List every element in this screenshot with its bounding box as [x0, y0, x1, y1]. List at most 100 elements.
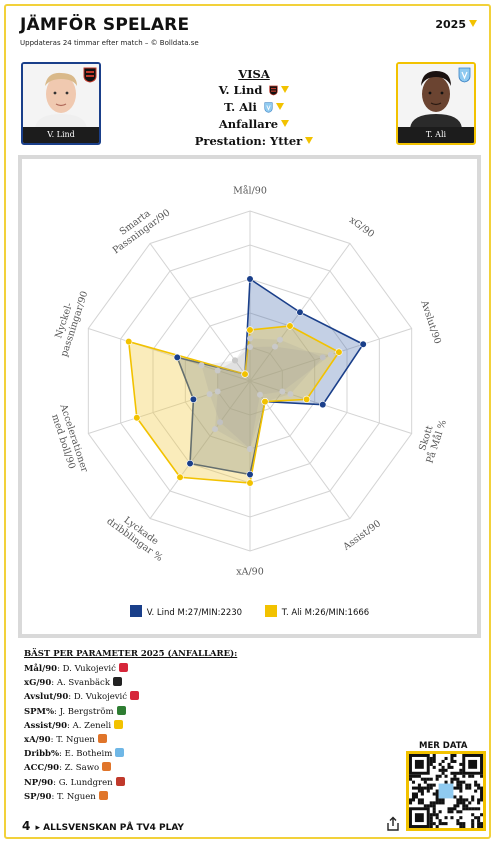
qr-module: [453, 786, 457, 790]
qr-module: [465, 807, 469, 811]
performance-select[interactable]: Prestation: Ytter: [156, 134, 352, 148]
best-player[interactable]: J. Bergström: [59, 706, 114, 717]
qr-module: [429, 786, 433, 790]
qr-module: [417, 786, 421, 790]
axis-label: Nyckel-passningar/90: [48, 286, 90, 358]
series-point-1: [133, 414, 141, 422]
series-point-1: [176, 473, 184, 481]
qr-module: [426, 786, 430, 790]
malmo-crest-icon: [264, 102, 273, 113]
qr-module: [435, 813, 439, 817]
qr-finder: [414, 759, 424, 769]
player-card-left[interactable]: V. Lind: [21, 62, 101, 145]
footer-brand[interactable]: 4 ▸ ALLSVENSKAN PÅ TV4 PLAY: [22, 819, 184, 833]
player1-select[interactable]: V. Lind: [156, 83, 352, 97]
series-point-0: [246, 275, 254, 283]
qr-module: [417, 801, 421, 805]
best-player[interactable]: E. Botheim: [64, 749, 113, 760]
qr-module: [411, 780, 416, 784]
best-player[interactable]: A. Zeneli: [72, 720, 112, 731]
best-heading: BÄST PER PARAMETER 2025 (ANFALLARE):: [24, 649, 238, 659]
inner-point: [256, 391, 263, 398]
position-select[interactable]: Anfallare: [156, 117, 352, 131]
best-player[interactable]: T. Nguen: [57, 791, 96, 802]
qr-module: [459, 798, 463, 802]
qr-module: [471, 822, 475, 826]
qr-module: [441, 771, 445, 775]
qr-module: [459, 762, 463, 766]
qr-module: [444, 768, 448, 772]
qr-module: [426, 804, 430, 808]
axis-label: Avslut/90: [419, 298, 444, 345]
legend-item-ali[interactable]: T. Ali M:26/MIN:1666: [264, 605, 370, 618]
best-row: Mål/90: D. Vukojević: [24, 662, 139, 676]
qr-module: [429, 762, 433, 766]
legend-item-lind[interactable]: V. Lind M:27/MIN:2230: [129, 605, 242, 618]
page-title: JÄMFÖR SPELARE: [20, 15, 190, 35]
series-point-1: [286, 322, 294, 330]
inner-point: [198, 362, 205, 369]
qr-module: [459, 789, 463, 793]
qr-module: [471, 774, 475, 778]
qr-finder: [468, 759, 478, 769]
best-row: NP/90: G. Lundgren: [24, 776, 139, 790]
qr-code[interactable]: [406, 751, 486, 831]
qr-finder: [414, 813, 424, 823]
qr-module: [435, 798, 439, 802]
best-param: xA/90: [24, 734, 51, 745]
qr-module: [429, 756, 433, 761]
best-param: Avslut/90: [24, 692, 69, 703]
qr-module: [414, 792, 418, 796]
qr-module: [447, 762, 451, 766]
best-separator: :: [68, 692, 74, 703]
player-card-right[interactable]: T. Ali: [396, 62, 476, 145]
qr-module: [429, 816, 433, 820]
qr-module: [444, 774, 448, 778]
qr-module: [477, 825, 481, 828]
best-player[interactable]: A. Svanbäck: [56, 678, 110, 689]
best-player[interactable]: G. Lundgren: [58, 777, 113, 788]
qr-module: [453, 754, 457, 758]
player2-select[interactable]: T. Ali: [156, 100, 352, 114]
chevron-down-icon: [305, 137, 314, 144]
qr-module: [444, 780, 448, 784]
more-data-label: MER DATA: [419, 741, 468, 751]
best-player[interactable]: Z. Sawo: [64, 763, 100, 774]
qr-module: [459, 822, 463, 826]
series-point-1: [125, 338, 133, 346]
qr-module: [468, 801, 472, 805]
best-param: SPM%: [24, 706, 55, 717]
qr-module: [438, 810, 442, 814]
chevron-down-icon: [281, 86, 290, 93]
qr-module: [420, 777, 424, 781]
qr-module: [480, 798, 483, 802]
legend-label-ali: T. Ali M:26/MIN:1666: [281, 608, 370, 618]
qr-module: [459, 825, 463, 828]
qr-module: [438, 768, 442, 772]
visa-heading: VISA: [238, 67, 270, 81]
qr-module: [450, 816, 454, 820]
inner-point: [214, 388, 221, 395]
year-select[interactable]: 2025: [435, 18, 477, 31]
series-point-0: [359, 340, 367, 348]
qr-module: [465, 804, 469, 808]
qr-module: [447, 810, 451, 814]
qr-module: [429, 759, 433, 763]
position-select-label: Anfallare: [218, 117, 279, 131]
qr-module: [462, 804, 466, 808]
qr-module: [480, 825, 483, 828]
qr-module: [459, 780, 463, 784]
best-player[interactable]: D. Vukojević: [62, 664, 116, 674]
qr-module: [474, 780, 478, 784]
qr-module: [450, 807, 454, 811]
share-icon[interactable]: [386, 816, 400, 832]
chevron-down-icon: [469, 20, 477, 27]
inner-point: [212, 426, 219, 433]
best-player[interactable]: T. Nguen: [56, 734, 95, 745]
qr-module: [444, 756, 448, 761]
best-player[interactable]: D. Vukojević: [73, 692, 128, 703]
qr-module: [453, 777, 457, 781]
best-row: Avslut/90: D. Vukojević: [24, 690, 140, 704]
qr-module: [432, 801, 436, 805]
radar-chart-svg: Mål/90 xG/90 Avslut/90 SkottPå Mål % Assist/…: [48, 184, 449, 577]
